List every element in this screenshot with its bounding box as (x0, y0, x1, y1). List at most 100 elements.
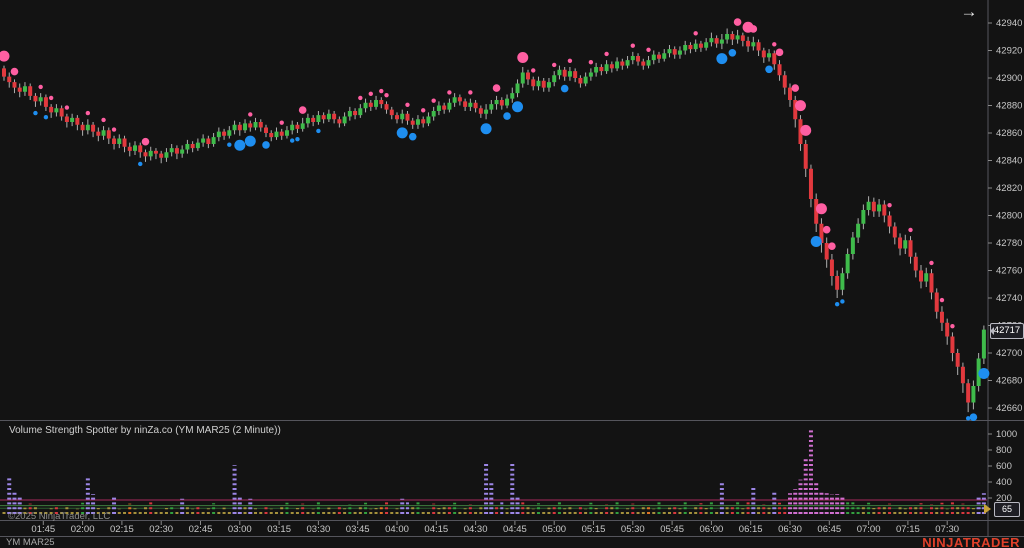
time-axis: 01:45 02:00 02:15 02:30 02:45 03:00 03:15 03:30… (31, 521, 959, 535)
sell-signal-dot (405, 102, 410, 108)
sell-signal-dot (358, 95, 363, 101)
copyright-watermark: ©2025 NinjaTrader, LLC (8, 511, 111, 522)
sell-signal-dot (248, 112, 253, 117)
svg-text:01:45: 01:45 (31, 524, 55, 535)
buy-signal-dot (316, 128, 321, 134)
buy-signal-dot (138, 161, 143, 167)
sell-signal-dot (815, 203, 827, 215)
buy-signal-dot (840, 299, 845, 304)
buy-signal-dot (728, 49, 737, 57)
svg-text:04:45: 04:45 (503, 524, 527, 535)
sell-signal-dot (101, 117, 106, 123)
sell-signal-dot (111, 127, 117, 132)
sell-signal-dot (0, 50, 10, 62)
sell-signal-dot (468, 90, 473, 95)
candle-bodies (2, 34, 986, 403)
sell-signal-dot (517, 52, 529, 63)
svg-text:42860: 42860 (996, 128, 1022, 139)
sell-signal-dot (447, 90, 452, 95)
svg-text:42780: 42780 (996, 238, 1022, 249)
sell-signal-dot (379, 88, 384, 94)
svg-text:42940: 42940 (996, 18, 1022, 29)
buy-signal-dot (33, 110, 38, 116)
sell-signal-dot (279, 120, 284, 125)
buy-signal-dot (295, 137, 300, 142)
svg-text:42660: 42660 (996, 403, 1022, 414)
svg-text:02:30: 02:30 (149, 524, 173, 535)
svg-text:42820: 42820 (996, 183, 1022, 194)
sell-signal-dot (794, 100, 806, 112)
sell-signal-dot (298, 106, 307, 114)
sell-signal-dot (929, 260, 934, 266)
sell-signal-dot (384, 92, 389, 98)
volume-strength-signals (0, 18, 990, 421)
sell-signal-dot (48, 95, 54, 101)
sell-signal-dot (604, 51, 609, 57)
sell-signal-dot (492, 84, 501, 92)
svg-text:07:15: 07:15 (896, 524, 920, 535)
buy-signal-dot (503, 112, 511, 120)
buy-signal-dot (396, 127, 408, 139)
svg-text:07:00: 07:00 (857, 524, 881, 535)
svg-text:42880: 42880 (996, 101, 1022, 112)
sell-signal-dot (828, 242, 836, 250)
svg-text:06:30: 06:30 (778, 524, 802, 535)
buy-signal-dot (560, 84, 569, 93)
sell-signal-dot (791, 84, 800, 92)
svg-text:03:00: 03:00 (228, 524, 252, 535)
svg-text:04:30: 04:30 (464, 524, 488, 535)
buy-signal-dot (716, 53, 728, 65)
svg-text:05:00: 05:00 (542, 524, 566, 535)
svg-text:600: 600 (996, 461, 1012, 472)
svg-text:42800: 42800 (996, 211, 1022, 222)
svg-text:03:30: 03:30 (307, 524, 331, 535)
svg-text:03:15: 03:15 (267, 524, 291, 535)
svg-text:200: 200 (996, 493, 1012, 504)
svg-text:05:45: 05:45 (660, 524, 684, 535)
scroll-to-latest-button[interactable]: → (960, 2, 978, 21)
sell-signal-dot (431, 98, 436, 103)
buy-signal-dot (965, 416, 971, 421)
svg-text:800: 800 (996, 445, 1012, 456)
sell-signal-dot (693, 31, 698, 36)
buy-signal-dot (512, 101, 524, 113)
sell-signal-dot (141, 137, 150, 146)
svg-text:42900: 42900 (996, 73, 1022, 84)
buy-signal-dot (262, 141, 270, 149)
sell-signal-dot (749, 25, 758, 33)
instrument-label: YM MAR25 (6, 537, 55, 548)
sell-signal-dot (64, 105, 70, 110)
sell-signal-dot (772, 42, 777, 47)
svg-text:42760: 42760 (996, 266, 1022, 277)
svg-text:02:45: 02:45 (189, 524, 213, 535)
buy-signal-dot (227, 142, 232, 147)
svg-text:06:45: 06:45 (817, 524, 841, 535)
svg-text:42840: 42840 (996, 156, 1022, 167)
sell-signal-dot (531, 68, 536, 73)
svg-text:02:00: 02:00 (71, 524, 95, 535)
sell-signal-dot (775, 48, 784, 57)
buy-signal-dot (810, 236, 822, 247)
sell-signal-dot (368, 91, 373, 97)
buy-signal-dot (43, 115, 49, 120)
buy-signal-dot (969, 413, 978, 421)
svg-text:04:00: 04:00 (385, 524, 409, 535)
svg-text:42920: 42920 (996, 46, 1022, 57)
buy-signal-dot (480, 123, 492, 135)
svg-text:1000: 1000 (996, 429, 1017, 440)
sell-signal-dot (822, 225, 831, 234)
svg-text:04:15: 04:15 (424, 524, 448, 535)
svg-text:02:15: 02:15 (110, 524, 134, 535)
svg-text:42680: 42680 (996, 376, 1022, 387)
sell-signal-dot (630, 43, 635, 48)
svg-text:05:30: 05:30 (621, 524, 645, 535)
svg-text:07:30: 07:30 (935, 524, 959, 535)
sell-signal-dot (800, 124, 812, 136)
sell-signal-dot (939, 297, 945, 303)
sell-signal-dot (421, 108, 426, 113)
svg-text:42740: 42740 (996, 293, 1022, 304)
svg-text:42700: 42700 (996, 348, 1022, 359)
sell-signal-dot (567, 58, 573, 63)
svg-text:06:15: 06:15 (739, 524, 763, 535)
